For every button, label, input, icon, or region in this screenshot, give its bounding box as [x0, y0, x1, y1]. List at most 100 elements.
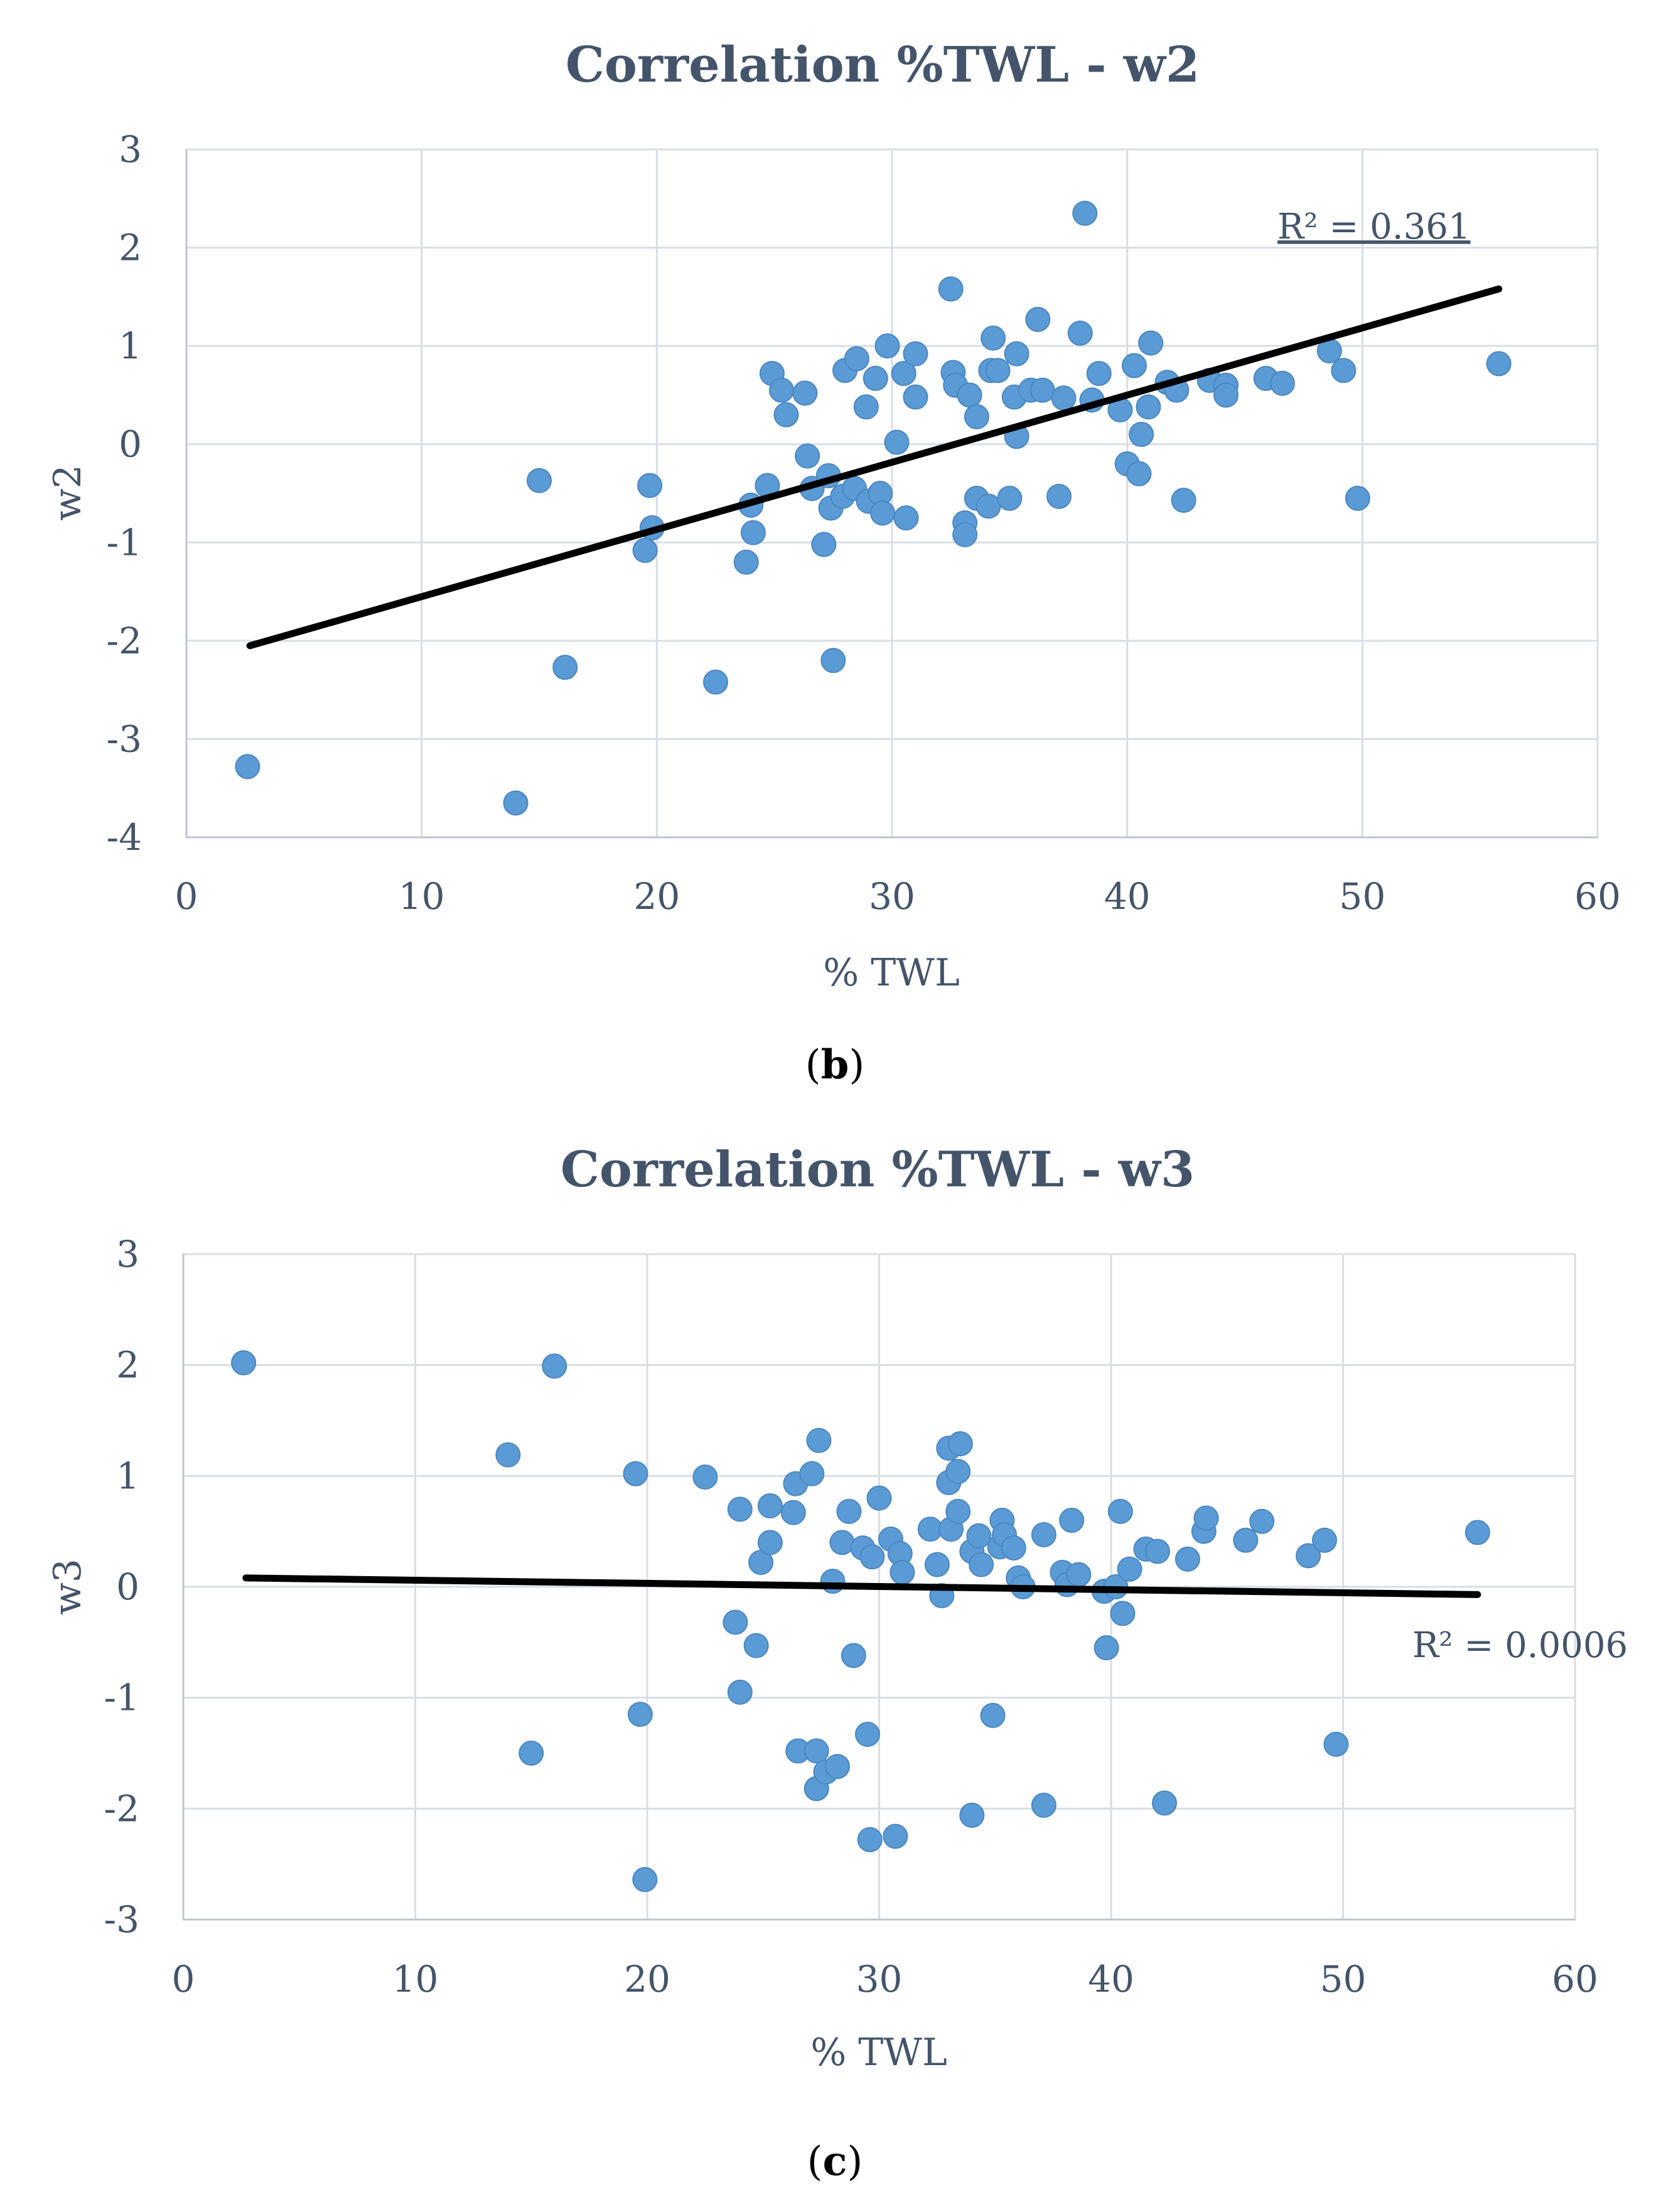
data-point — [903, 384, 928, 410]
data-point — [1213, 382, 1239, 408]
x-tick-labels-b: 0 10 20 30 40 50 60 — [175, 875, 1621, 918]
data-point — [1004, 341, 1029, 367]
data-point — [1151, 1790, 1177, 1816]
data-point — [1311, 1527, 1337, 1553]
data-point — [1345, 485, 1370, 511]
data-point — [1126, 461, 1152, 486]
y-tick-label: 1 — [116, 1454, 139, 1497]
data-point — [959, 1802, 985, 1828]
data-point — [820, 648, 846, 674]
y-tick-label: 3 — [116, 1233, 139, 1275]
x-tick-label: 50 — [1339, 875, 1385, 918]
y-tick-label: 0 — [119, 423, 142, 466]
data-point — [1323, 1731, 1349, 1757]
y-tick-label: 0 — [116, 1565, 139, 1608]
data-point — [836, 1498, 862, 1524]
data-point — [966, 1523, 992, 1549]
chart-title-c: Correlation %TWL - w3 — [561, 1141, 1195, 1198]
data-point — [938, 276, 964, 302]
data-point — [727, 1496, 753, 1522]
data-point — [841, 1643, 866, 1668]
data-point — [1331, 358, 1357, 384]
chart-panel-c: Correlation %TWL - w3 0 10 20 30 40 50 6… — [46, 1141, 1628, 2185]
data-point — [824, 1754, 850, 1780]
data-point — [1029, 377, 1055, 403]
data-point — [1269, 370, 1295, 396]
data-point — [795, 443, 820, 469]
data-point — [542, 1353, 567, 1379]
panel-caption-letter-b: b — [821, 1041, 849, 1088]
x-tick-label: 30 — [856, 1958, 903, 2000]
data-point — [1031, 1793, 1056, 1818]
x-tick-label: 10 — [392, 1958, 439, 2000]
data-point — [891, 360, 917, 386]
data-point — [723, 1609, 748, 1635]
x-tick-label: 50 — [1320, 1958, 1367, 2000]
data-point — [792, 380, 818, 406]
y-tick-label: -3 — [104, 1898, 140, 1941]
data-point — [844, 346, 869, 372]
data-point — [1067, 320, 1093, 346]
data-point — [733, 549, 759, 575]
data-point — [997, 485, 1023, 511]
data-point — [527, 468, 552, 493]
data-point — [780, 1500, 806, 1525]
y-tick-labels-c: 3 2 1 0 -1 -2 -3 — [104, 1233, 140, 1941]
x-tick-label: 0 — [172, 1958, 195, 2000]
x-axis-label-b: % TWL — [823, 951, 960, 995]
x-tick-label: 0 — [175, 875, 198, 918]
x-tick-label: 30 — [869, 875, 915, 918]
x-tick-label: 40 — [1104, 875, 1151, 918]
x-tick-labels-c: 0 10 20 30 40 50 60 — [172, 1958, 1598, 2000]
data-point — [964, 404, 989, 429]
y-tick-label: 2 — [116, 1344, 139, 1387]
data-point — [743, 1633, 769, 1658]
data-point — [495, 1442, 521, 1468]
data-point — [804, 1738, 829, 1764]
chart-title-b: Correlation %TWL - w2 — [566, 36, 1200, 94]
data-point — [632, 537, 658, 563]
data-point — [863, 365, 888, 391]
panel-caption-letter-c: c — [823, 2138, 847, 2185]
data-point — [980, 1702, 1006, 1728]
data-point — [1072, 200, 1098, 226]
data-point — [703, 669, 728, 695]
data-point — [727, 1679, 753, 1705]
data-point — [757, 1530, 783, 1555]
data-point — [1066, 1562, 1092, 1587]
data-point — [903, 341, 928, 367]
data-point — [740, 520, 766, 545]
data-point — [884, 429, 910, 455]
data-point — [952, 522, 978, 547]
y-axis-label-c: w3 — [46, 1559, 90, 1615]
r-squared-label-b: R² = 0.361 — [1277, 207, 1470, 247]
data-point — [857, 1827, 883, 1852]
data-point — [1486, 351, 1512, 377]
x-tick-label: 20 — [633, 875, 680, 918]
data-point — [893, 505, 919, 531]
data-point — [945, 1498, 971, 1524]
data-point — [1465, 1520, 1490, 1545]
data-point — [235, 754, 261, 780]
trendline-c — [242, 1574, 1481, 1598]
x-tick-label: 60 — [1552, 1958, 1598, 2000]
data-point — [859, 1544, 885, 1570]
data-point — [773, 402, 799, 427]
y-axis-label-b: w2 — [46, 464, 90, 521]
data-point — [806, 1427, 832, 1453]
r-squared-label-c: R² = 0.0006 — [1412, 1625, 1628, 1666]
panel-caption-b: (b) — [805, 1041, 865, 1088]
data-point — [692, 1464, 718, 1490]
data-point — [1121, 353, 1147, 379]
data-point — [1031, 1522, 1056, 1547]
y-tick-label: -1 — [107, 521, 142, 564]
data-point — [1001, 1535, 1026, 1561]
data-point — [799, 1461, 825, 1486]
y-tick-labels-b: 3 2 1 0 -1 -2 -3 -4 — [107, 128, 142, 859]
data-point — [1233, 1527, 1259, 1553]
data-point — [870, 500, 896, 526]
data-point — [1059, 1508, 1085, 1533]
data-point — [1144, 1538, 1170, 1564]
chart-panel-b: Correlation %TWL - w2 0 10 20 30 40 50 6… — [46, 36, 1621, 1088]
data-points-c — [231, 1350, 1490, 1893]
